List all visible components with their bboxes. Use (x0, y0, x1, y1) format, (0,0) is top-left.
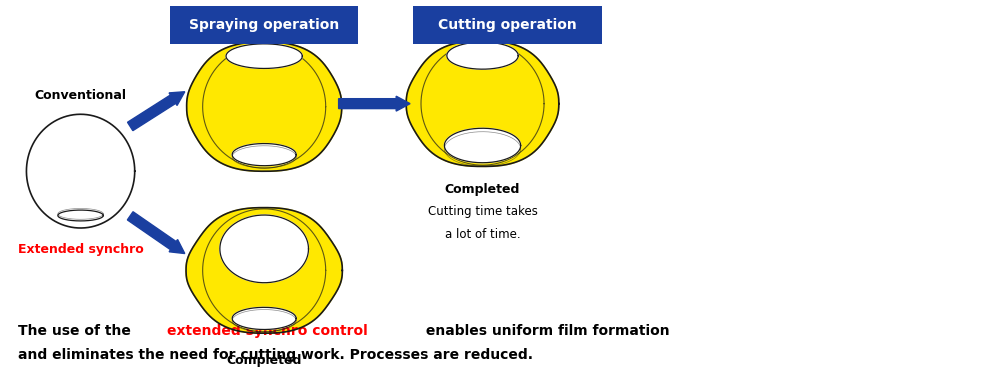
Polygon shape (58, 210, 103, 221)
FancyArrow shape (127, 212, 185, 253)
Text: enables uniform film formation: enables uniform film formation (421, 324, 670, 338)
Text: Cutting operation: Cutting operation (438, 18, 577, 32)
Polygon shape (232, 144, 296, 166)
Polygon shape (187, 42, 342, 171)
Text: The use of the: The use of the (18, 324, 136, 338)
Polygon shape (226, 44, 302, 69)
Text: Extended synchro: Extended synchro (18, 243, 143, 256)
FancyBboxPatch shape (170, 6, 358, 44)
Text: Cutting time takes: Cutting time takes (428, 205, 537, 218)
Text: and eliminates the need for cutting work. Processes are reduced.: and eliminates the need for cutting work… (18, 348, 533, 362)
FancyArrow shape (339, 96, 410, 111)
Text: Completed: Completed (445, 183, 520, 196)
Polygon shape (220, 215, 308, 283)
Polygon shape (406, 41, 559, 166)
Polygon shape (186, 208, 342, 333)
Text: Completed: Completed (226, 354, 302, 367)
Polygon shape (447, 42, 518, 69)
Text: Conventional: Conventional (35, 89, 127, 102)
FancyArrow shape (128, 92, 185, 131)
FancyBboxPatch shape (413, 6, 602, 44)
Polygon shape (26, 114, 135, 228)
Text: Spraying operation: Spraying operation (189, 18, 339, 32)
Text: a lot of time.: a lot of time. (445, 228, 520, 241)
Polygon shape (444, 128, 521, 163)
Polygon shape (232, 307, 296, 330)
Text: extended synchro control: extended synchro control (167, 324, 368, 338)
